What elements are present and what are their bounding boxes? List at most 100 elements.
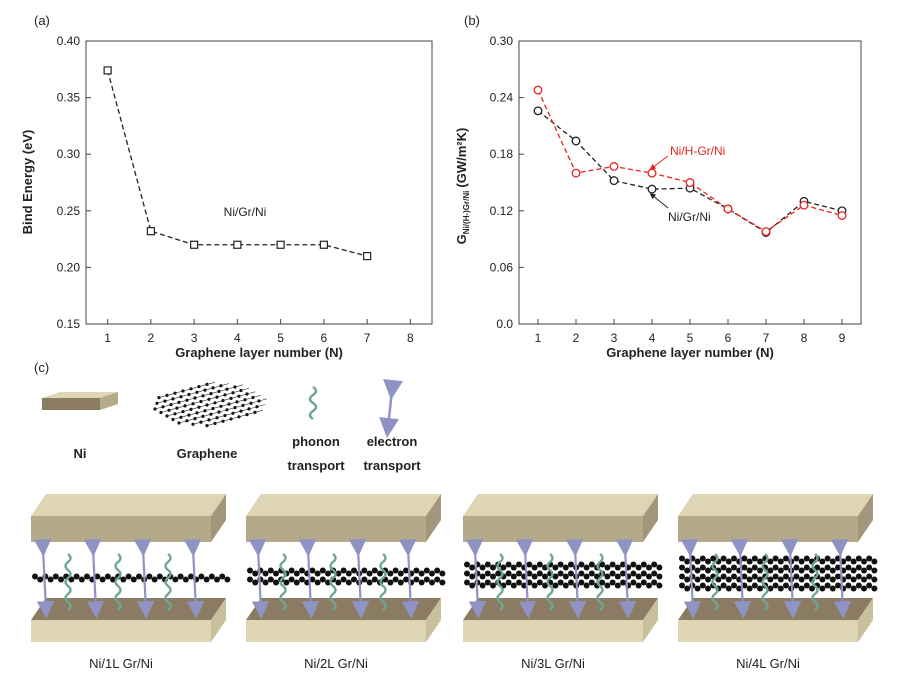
b-point [723, 204, 733, 214]
ni-top-side [426, 494, 441, 542]
b-xtick-label: 6 [725, 331, 732, 345]
graphene-layer-atom [293, 579, 300, 586]
b-xtick-label: 8 [801, 331, 808, 345]
graphene-layer-atom [84, 573, 90, 580]
ni-bottom-side [426, 598, 441, 642]
graphene-layer-atom [746, 567, 753, 574]
graphene-layer-atom [845, 555, 852, 562]
graphene-layer-atom [850, 567, 857, 574]
graphene-layer-atom [568, 570, 574, 577]
graphene-layer-atom [516, 570, 522, 577]
graphene-layer-atom [866, 573, 873, 580]
phonon-wave [811, 553, 819, 611]
a-ytick-label: 0.20 [57, 260, 81, 274]
graphene-layer-atom [434, 576, 441, 583]
b-point [799, 200, 809, 210]
a-point [146, 227, 155, 236]
graphene-layer-atom [720, 573, 727, 580]
graphene-layer-atom [772, 573, 779, 580]
graphene-layer-atom [630, 579, 637, 586]
graphene-layer-atom [814, 564, 821, 571]
graphene-layer-atom [469, 573, 476, 580]
graphene-layer-atom [824, 564, 831, 571]
graphene-layer-atom [614, 573, 621, 580]
graphene-layer-atom [757, 567, 763, 574]
ni-top-face [31, 494, 226, 516]
graphene-layer-atom [267, 567, 274, 574]
graphene-layer-atom [757, 585, 763, 592]
graphene-layer-atom [288, 567, 295, 574]
graphene-layer-atom [299, 576, 305, 583]
graphene-layer-atom [505, 579, 512, 586]
b-xtick-label: 4 [649, 331, 656, 345]
graphene-layer-atom [345, 570, 352, 577]
graphene-layer-atom [705, 576, 711, 583]
ni-top-front [246, 516, 426, 542]
graphene-bond [252, 395, 262, 398]
a-xtick-label: 7 [364, 331, 371, 345]
graphene-layer-atom [731, 555, 737, 562]
ni-top-front [678, 516, 858, 542]
graphene-layer-atom [516, 561, 522, 568]
b-ytick-label: 0.06 [490, 260, 514, 274]
a-ytick-label: 0.40 [57, 34, 81, 48]
graphene-layer-atom [47, 576, 54, 583]
graphene-layer-atom [156, 573, 163, 580]
graphene-layer-atom [479, 573, 486, 580]
graphene-layer-atom [767, 558, 774, 565]
graphene-layer-atom [609, 561, 616, 568]
chart-b-ylabel-main: G [454, 234, 469, 244]
graphene-layer-atom [751, 573, 758, 580]
graphene-layer-atom [651, 561, 658, 568]
graphene-layer-atom [767, 567, 774, 574]
graphene-layer-atom [640, 561, 647, 568]
graphene-layer-atom [829, 585, 836, 592]
graphene-layer-atom [694, 585, 701, 592]
graphene-layer-atom [757, 558, 763, 565]
panel-label-c: (c) [34, 360, 49, 375]
graphene-layer-atom [798, 558, 805, 565]
ni-bottom-top [31, 598, 226, 620]
legend-ni-block [42, 392, 118, 410]
graphene-layer-atom [490, 564, 496, 571]
legend-phonon-wave [308, 385, 318, 421]
graphene-layer-atom [345, 579, 352, 586]
ni-bottom-top [246, 598, 441, 620]
graphene-layer-atom [392, 567, 399, 574]
graphene-layer-atom [78, 576, 85, 583]
graphene-layer-atom [824, 582, 831, 589]
ni-bottom-top [463, 598, 658, 620]
panel-c: (c) Ni Graphene phonon transport electro… [31, 360, 878, 671]
graphene-layer-atom [418, 570, 425, 577]
graphene-layer-atom [751, 564, 758, 571]
structure-2: Ni/2L Gr/Ni [246, 494, 446, 671]
graphene-layer-atom [850, 585, 857, 592]
graphene-layer-atom [705, 585, 711, 592]
graphene-layer-atom [188, 573, 194, 580]
graphene-layer-atom [651, 579, 658, 586]
graphene-layer-atom [725, 585, 732, 592]
graphene-layer-atom [536, 579, 543, 586]
phonon-wave [114, 553, 122, 611]
chart-b-ylabel-sub: Ni/(H-)Gr/Ni [462, 191, 471, 235]
graphene-layer-atom [809, 585, 815, 592]
electron-arrow [348, 538, 370, 619]
graphene-layer-atom [819, 567, 826, 574]
graphene-layer-atom [299, 567, 305, 574]
graphene-layer-atom [464, 561, 470, 568]
graphene-layer-atom [656, 573, 663, 580]
graphene-layer-atom [604, 564, 611, 571]
b-point [609, 162, 619, 171]
graphene-layer-atom [366, 579, 373, 586]
a-xtick-label: 6 [321, 331, 328, 345]
graphene-layer-atom [679, 564, 685, 571]
graphene-layer-atom [335, 579, 342, 586]
graphene-layer-atom [715, 576, 722, 583]
graphene-layer-atom [531, 582, 538, 589]
electron-arrow [830, 538, 852, 619]
graphene-layer-atom [583, 564, 590, 571]
chart-a-series [103, 66, 372, 261]
b-point [609, 176, 619, 186]
graphene-layer-atom [335, 570, 342, 577]
graphene-layer-atom [772, 582, 779, 589]
